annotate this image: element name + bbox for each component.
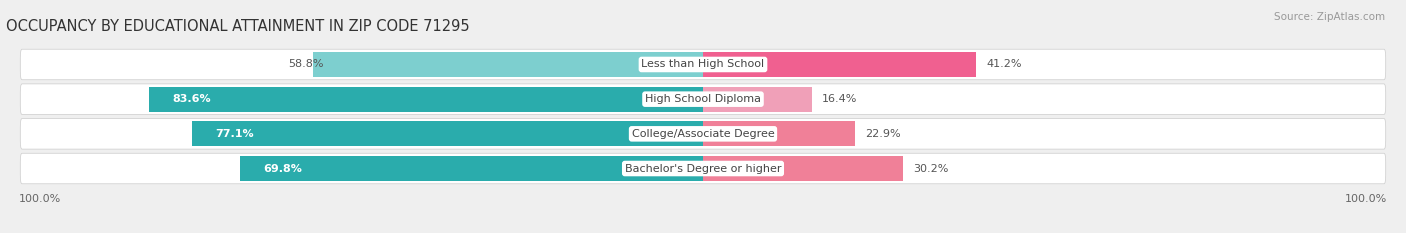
- Text: 41.2%: 41.2%: [986, 59, 1022, 69]
- FancyBboxPatch shape: [20, 49, 1386, 80]
- FancyBboxPatch shape: [20, 84, 1386, 114]
- Bar: [240, 156, 703, 181]
- Bar: [703, 52, 976, 77]
- Text: 69.8%: 69.8%: [263, 164, 302, 174]
- Text: 30.2%: 30.2%: [912, 164, 949, 174]
- Text: OCCUPANCY BY EDUCATIONAL ATTAINMENT IN ZIP CODE 71295: OCCUPANCY BY EDUCATIONAL ATTAINMENT IN Z…: [6, 19, 470, 34]
- Bar: [314, 52, 703, 77]
- Bar: [703, 121, 855, 146]
- Bar: [703, 87, 811, 112]
- Text: 58.8%: 58.8%: [288, 59, 323, 69]
- Text: 83.6%: 83.6%: [172, 94, 211, 104]
- FancyBboxPatch shape: [20, 119, 1386, 149]
- Bar: [149, 87, 703, 112]
- FancyBboxPatch shape: [20, 153, 1386, 184]
- Text: Bachelor's Degree or higher: Bachelor's Degree or higher: [624, 164, 782, 174]
- Text: 16.4%: 16.4%: [821, 94, 858, 104]
- Bar: [703, 156, 903, 181]
- Text: 22.9%: 22.9%: [865, 129, 900, 139]
- Bar: [193, 121, 703, 146]
- Text: Source: ZipAtlas.com: Source: ZipAtlas.com: [1274, 12, 1385, 22]
- Text: High School Diploma: High School Diploma: [645, 94, 761, 104]
- Text: College/Associate Degree: College/Associate Degree: [631, 129, 775, 139]
- Text: 77.1%: 77.1%: [215, 129, 254, 139]
- Text: Less than High School: Less than High School: [641, 59, 765, 69]
